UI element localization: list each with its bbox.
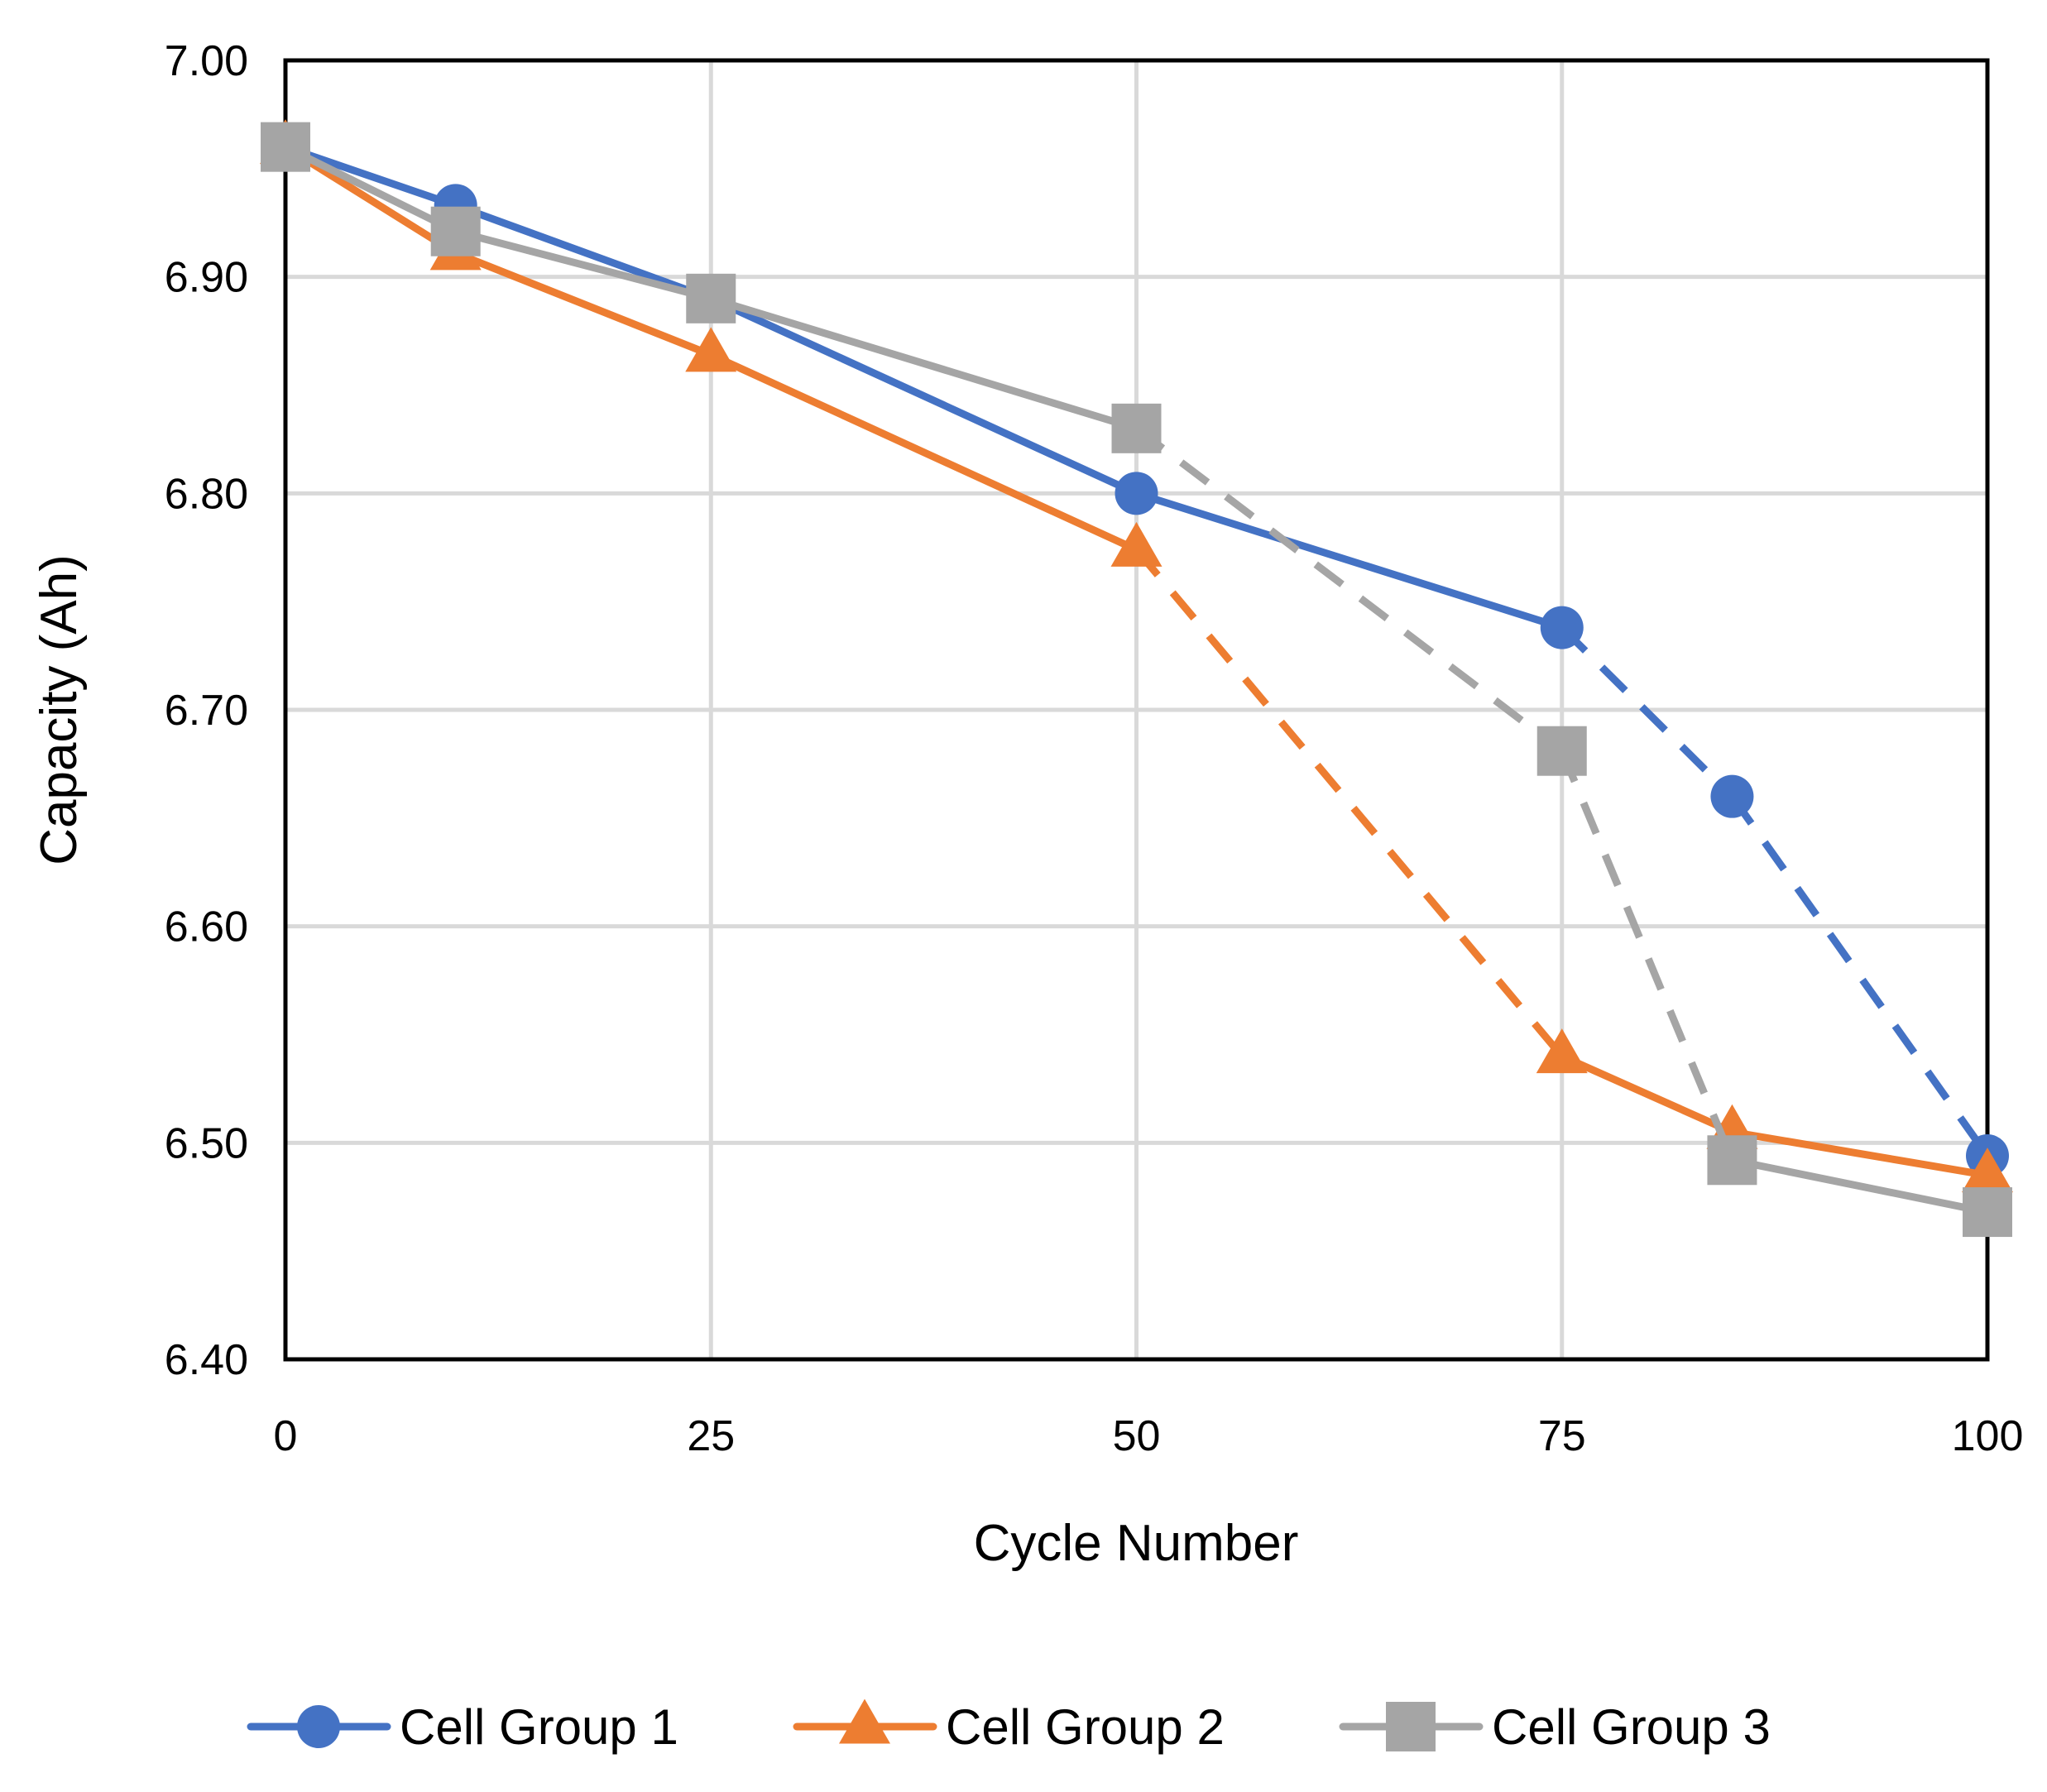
legend-marker-triangle: [839, 1699, 890, 1744]
legend-entry: Cell Group 3: [1339, 1699, 1771, 1755]
data-point-square: [1111, 403, 1162, 453]
series-segment-dashed: [1559, 625, 1735, 799]
series-segment-dashed: [1728, 794, 1991, 1158]
data-point-square: [430, 206, 481, 256]
legend-marker-square: [1386, 1702, 1436, 1751]
data-point-square: [1536, 726, 1587, 776]
y-tick-label: 6.90: [165, 254, 248, 302]
plot-area-border: [283, 58, 1990, 1362]
y-tick-label: 6.60: [165, 903, 248, 951]
y-tick-label: 6.70: [165, 687, 248, 735]
legend-label: Cell Group 3: [1492, 1699, 1771, 1755]
series-segment: [1133, 489, 1566, 632]
y-tick-label: 6.80: [165, 470, 248, 518]
x-tick-label: 100: [1952, 1412, 2024, 1460]
series-segment: [707, 295, 1140, 497]
data-point-square: [261, 122, 310, 172]
legend-label: Cell Group 2: [946, 1699, 1225, 1755]
x-tick-label: 0: [274, 1412, 298, 1460]
series-segment: [281, 143, 460, 236]
tick-labels: 6.40 6.50 6.60 6.70 6.80 6.90 7.00 0 25 50 75 100: [165, 37, 2024, 1460]
y-tick-label: 7.00: [165, 37, 248, 85]
series-segment: [452, 228, 715, 303]
series-segment: [452, 201, 715, 303]
data-point-circle: [1540, 606, 1584, 649]
x-tick-label: 25: [687, 1412, 735, 1460]
x-tick-label: 75: [1538, 1412, 1586, 1460]
data-point-circle: [1710, 774, 1754, 818]
legend-marker-circle: [297, 1705, 340, 1748]
y-tick-label: 6.50: [165, 1119, 248, 1167]
data-point-square: [1963, 1187, 2012, 1238]
data-point-triangle: [1536, 1028, 1588, 1074]
legend-entry: Cell Group 2: [793, 1699, 1225, 1755]
data-point-square: [686, 273, 736, 323]
series-segment-dashed: [1558, 749, 1736, 1162]
legend-label: Cell Group 1: [400, 1699, 678, 1755]
series-segment: [1728, 1128, 1992, 1180]
data-point-triangle: [1110, 521, 1163, 567]
legend: Cell Group 1 Cell Group 2 Cell Group 3: [247, 1699, 1771, 1755]
series-segment: [707, 295, 1140, 433]
y-tick-label: 6.40: [165, 1336, 248, 1384]
data-point-triangle: [685, 327, 737, 372]
x-axis-title: Cycle Number: [974, 1515, 1299, 1572]
data-point-circle: [1115, 472, 1158, 515]
x-tick-label: 50: [1113, 1412, 1161, 1460]
series-layer: [260, 119, 2013, 1238]
data-point-square: [1707, 1135, 1757, 1186]
series-segment: [281, 143, 460, 209]
series-segment: [707, 351, 1140, 553]
data-point-triangle: [1962, 1148, 2013, 1193]
legend-entry: Cell Group 1: [247, 1699, 678, 1755]
series-segment-dashed: [1134, 425, 1565, 755]
series-segment-dashed: [1134, 547, 1565, 1059]
series-segment: [452, 249, 715, 359]
series-segment: [1728, 1156, 1992, 1216]
series-segment: [1558, 1052, 1736, 1136]
series-3: [261, 122, 2012, 1238]
y-axis-title: Capacity (Ah): [31, 554, 88, 865]
